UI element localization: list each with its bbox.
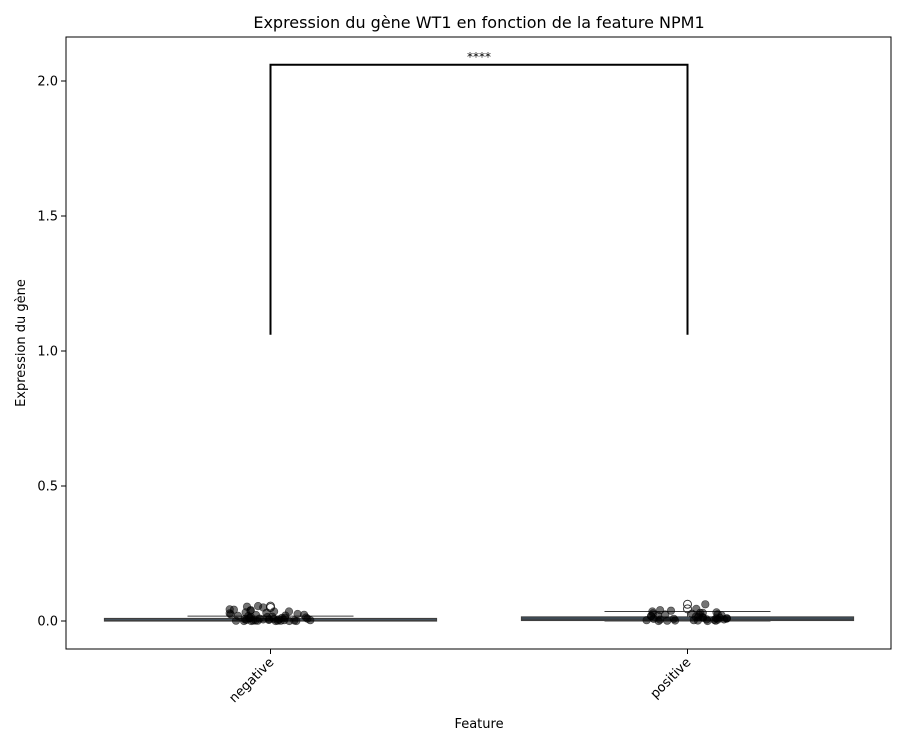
plot-area-frame xyxy=(65,36,892,650)
data-point xyxy=(666,606,676,615)
significance-bracket xyxy=(269,63,689,335)
outlier-point xyxy=(683,604,692,614)
x-axis: negative positive xyxy=(227,649,695,706)
significance-layer: **** xyxy=(269,50,689,335)
data-point xyxy=(646,611,656,621)
data-point xyxy=(655,606,665,615)
chart-title: Expression du gène WT1 en fonction de la… xyxy=(253,13,704,32)
data-point xyxy=(271,616,280,626)
y-tick-label: 1.0 xyxy=(37,345,58,360)
x-tick-label: positive xyxy=(648,655,695,702)
significance-label: **** xyxy=(467,50,491,64)
data-point xyxy=(654,616,663,626)
data-point xyxy=(695,608,705,618)
data-point xyxy=(713,615,722,624)
data-point xyxy=(231,616,241,625)
y-axis: 0.0 0.5 1.0 1.5 2.0 xyxy=(37,75,66,630)
y-tick-label: 0.5 xyxy=(37,480,58,495)
data-point xyxy=(254,601,263,611)
x-axis-label: Feature xyxy=(454,717,503,732)
boxes-layer xyxy=(103,599,855,622)
data-point xyxy=(293,609,302,619)
data-point xyxy=(242,615,251,625)
data-point xyxy=(229,605,238,614)
data-point xyxy=(255,614,264,623)
box-positive xyxy=(520,611,855,622)
points-layer xyxy=(225,600,732,626)
x-tick-label: negative xyxy=(227,655,278,706)
y-tick-label: 0.0 xyxy=(37,615,58,630)
y-tick-label: 2.0 xyxy=(37,75,58,90)
y-axis-label: Expression du gène xyxy=(14,279,29,407)
data-point xyxy=(687,609,697,618)
outlier-point xyxy=(683,599,692,609)
y-tick-label: 1.5 xyxy=(37,210,58,225)
data-point xyxy=(285,616,294,626)
data-point xyxy=(670,616,680,625)
data-point xyxy=(701,600,710,609)
data-point xyxy=(270,607,279,616)
